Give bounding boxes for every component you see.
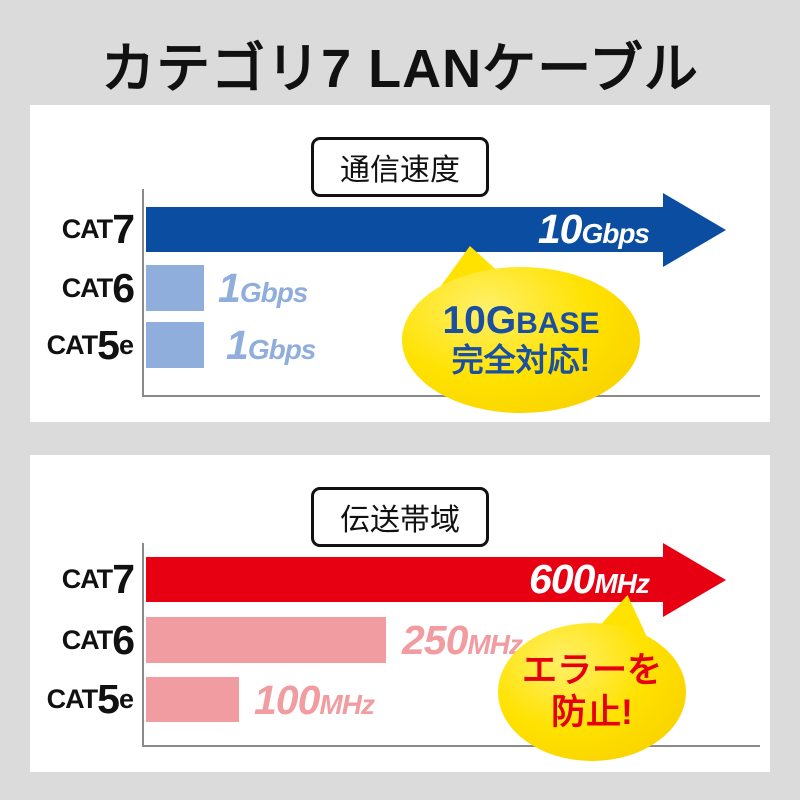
bandwidth-bubble-line1: エラーを: [521, 651, 662, 690]
bandwidth-bar-cat7: 600MHz: [146, 556, 663, 602]
bandwidth-value-cat5e: 100MHz: [254, 676, 375, 723]
speed-label-cat7: CAT 7: [61, 206, 135, 252]
bandwidth-callout-bubble: エラーを 防止!: [498, 623, 686, 761]
bandwidth-x-axis: [142, 745, 760, 747]
speed-value-cat6: 1Gbps: [218, 264, 308, 311]
speed-arrowhead-cat7: [663, 193, 726, 267]
speed-bar-cat7: 10Gbps: [146, 206, 663, 252]
speed-bar-cat5e: [146, 322, 204, 368]
speed-value-cat7: 10Gbps: [537, 206, 650, 252]
page-title: カテゴリ7 LANケーブル: [101, 39, 699, 99]
bandwidth-arrowhead-cat7: [663, 543, 726, 617]
speed-bubble-line1: 10GBASE: [442, 298, 600, 342]
speed-value-cat5e: 1Gbps: [226, 321, 316, 368]
speed-label-cat6: CAT 6: [61, 264, 135, 311]
bandwidth-panel: 伝送帯域 CAT 7 600MHz CAT 6 250MHz CAT 5 e 100MH…: [30, 455, 770, 772]
bandwidth-label-cat6: CAT 6: [61, 616, 135, 663]
bandwidth-panel-title: 伝送帯域: [311, 487, 489, 547]
speed-panel-title: 通信速度: [311, 137, 489, 197]
speed-bar-cat6: [146, 265, 204, 311]
bandwidth-label-cat5e: CAT 5 e: [46, 676, 134, 722]
speed-callout-bubble: 10GBASE 完全対応!: [402, 267, 640, 413]
speed-y-axis: [142, 189, 144, 397]
bandwidth-bar-cat5e: [146, 677, 239, 722]
bandwidth-value-cat6: 250MHz: [402, 616, 523, 663]
bandwidth-bar-cat6: [146, 617, 386, 663]
bandwidth-bubble-line2: 防止!: [551, 693, 633, 732]
speed-bubble-line2: 完全対応!: [451, 341, 591, 378]
bandwidth-y-axis: [142, 543, 144, 747]
bandwidth-value-cat7: 600MHz: [529, 556, 650, 602]
speed-panel: 通信速度 CAT 7 10Gbps CAT 6 1Gbps CAT 5 e 1Gbps …: [30, 105, 770, 422]
speed-label-cat5e: CAT 5 e: [46, 321, 134, 368]
bandwidth-label-cat7: CAT 7: [61, 556, 135, 602]
